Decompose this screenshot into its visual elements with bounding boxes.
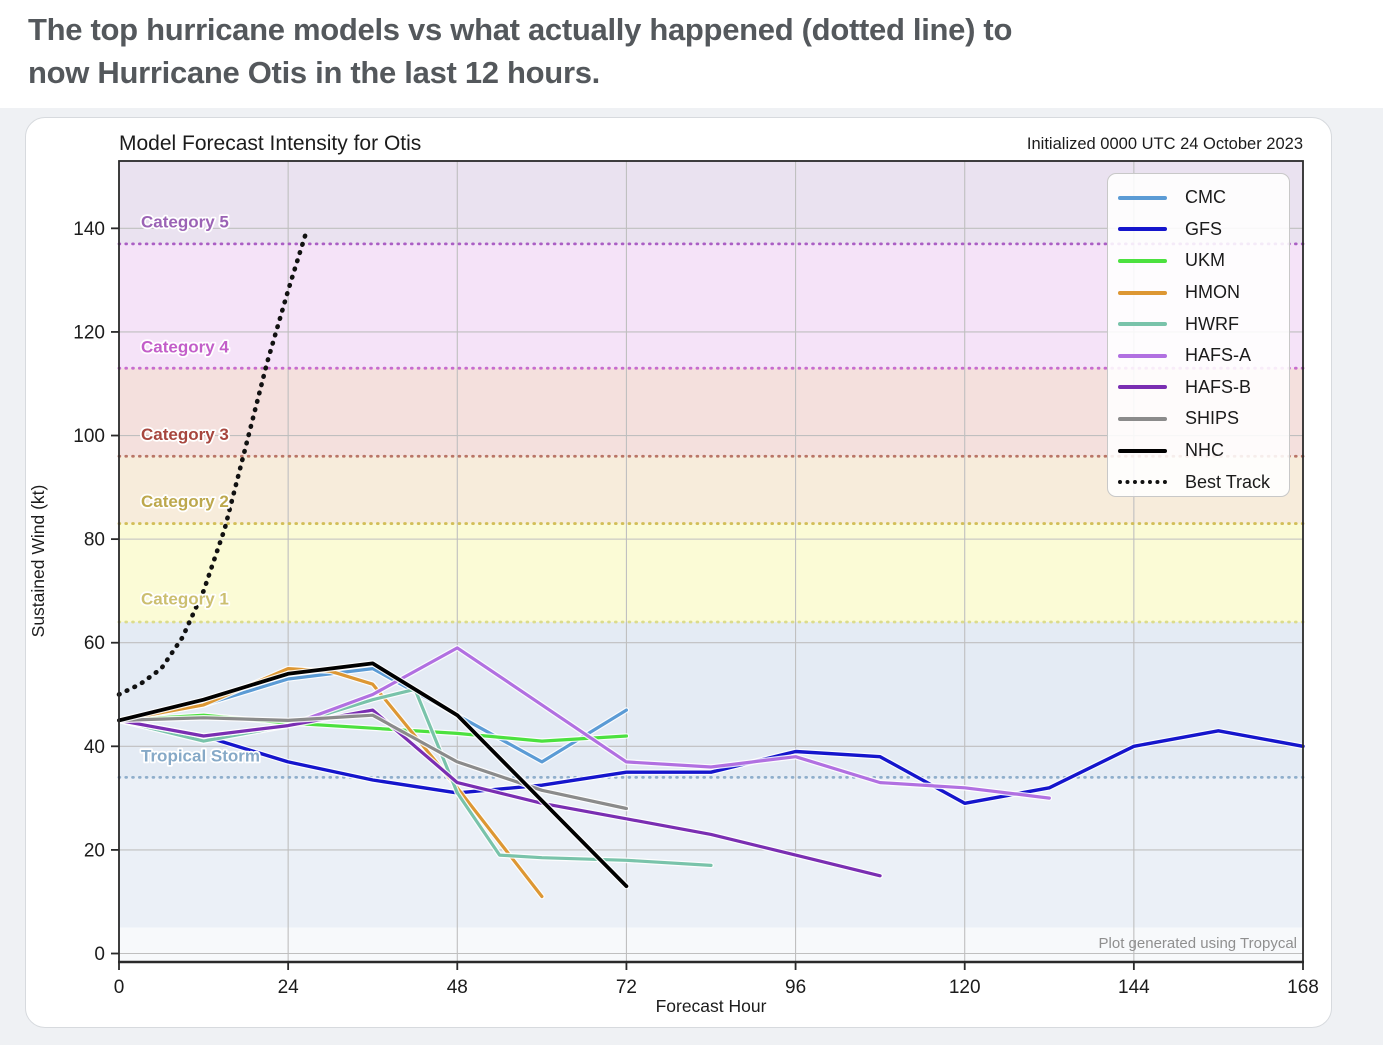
line-best-track <box>116 231 309 697</box>
band-label-category-1: Category 1 <box>141 590 229 609</box>
y-tick-label: 40 <box>84 737 105 758</box>
legend-item-best-track: Best Track <box>1108 466 1289 498</box>
band-label-category-3: Category 3 <box>141 425 229 444</box>
band-tropical-storm <box>119 621 1303 778</box>
legend-item-ships: SHIPS <box>1108 403 1289 435</box>
tick-labels: 0 24 48 72 96 120 144 168 0 20 40 60 80 100 120 140 <box>73 219 1319 998</box>
legend-label: HAFS-B <box>1185 376 1252 397</box>
legend-label: HAFS-A <box>1185 345 1252 366</box>
line-ships <box>117 713 628 811</box>
legend-label: CMC <box>1185 187 1226 208</box>
legend-label: SHIPS <box>1185 408 1240 429</box>
headline-line-2: now Hurricane Otis in the last 12 hours. <box>28 55 600 91</box>
x-tick-label: 24 <box>278 977 300 998</box>
headline-line-1: The top hurricane models vs what actuall… <box>28 12 1013 47</box>
legend-item-hmon: HMON <box>1108 277 1289 309</box>
legend-label: GFS <box>1185 218 1223 239</box>
legend-swatch-best-track <box>1118 480 1167 485</box>
chart-credit: Plot generated using Tropycal <box>1099 935 1297 952</box>
legend-item-gfs: GFS <box>1108 214 1289 246</box>
band-label-category-5: Category 5 <box>141 213 229 232</box>
legend-label: NHC <box>1185 440 1224 461</box>
y-tick-label: 0 <box>94 944 105 965</box>
legend-swatch-hafs-b <box>1118 385 1167 390</box>
line-nhc <box>117 661 629 889</box>
y-tick-label: 20 <box>84 840 105 861</box>
legend-swatch-hwrf <box>1118 322 1167 327</box>
legend-label: HMON <box>1185 282 1240 303</box>
band-plain <box>119 927 1303 962</box>
band-category-5 <box>119 161 1303 244</box>
legend-item-cmc: CMC <box>1108 182 1289 214</box>
x-tick-label: 48 <box>447 977 468 998</box>
model-lines <box>115 231 1306 900</box>
legend-item-hafs-b: HAFS-B <box>1108 372 1289 404</box>
legend-item-hwrf: HWRF <box>1108 308 1289 340</box>
legend-swatch-hafs-a <box>1118 353 1167 358</box>
legend-item-ukm: UKM <box>1108 245 1289 277</box>
y-tick-label: 60 <box>84 633 105 654</box>
legend-swatch-gfs <box>1118 227 1167 232</box>
chart-legend: CMC GFS UKM HMON HWRF HAFS-A HAFS-B SHIPS NHC Bes… <box>1107 173 1290 497</box>
legend-label: Best Track <box>1185 471 1271 492</box>
chart-init-label: Initialized 0000 UTC 24 October 2023 <box>1027 135 1303 153</box>
legend-swatch-ukm <box>1118 258 1167 263</box>
legend-label: HWRF <box>1185 313 1239 334</box>
legend-item-hafs-a: HAFS-A <box>1108 340 1289 372</box>
axes-frame <box>111 160 1304 970</box>
band-category-2 <box>119 456 1303 524</box>
category-bands <box>119 161 1303 962</box>
x-tick-label: 144 <box>1118 977 1150 998</box>
band-label-category-2: Category 2 <box>141 492 229 511</box>
x-tick-label: 72 <box>616 977 637 998</box>
band-category-3 <box>119 368 1303 457</box>
x-tick-label: 0 <box>114 977 125 998</box>
x-tick-label: 168 <box>1287 977 1319 998</box>
legend-label: UKM <box>1185 250 1225 271</box>
band-plain <box>119 777 1303 928</box>
legend-swatch-nhc <box>1118 448 1167 453</box>
band-category-1 <box>119 523 1303 622</box>
y-tick-label: 100 <box>73 426 105 447</box>
band-category-4 <box>119 243 1303 369</box>
legend-swatch-cmc <box>1118 195 1167 200</box>
chart-title: Model Forecast Intensity for Otis <box>119 132 421 155</box>
y-tick-label: 80 <box>84 530 105 551</box>
category-threshold-lines <box>117 242 1305 779</box>
x-axis-label: Forecast Hour <box>656 996 767 1016</box>
x-tick-label: 120 <box>949 977 981 998</box>
line-gfs <box>117 718 1305 805</box>
band-label-category-4: Category 4 <box>141 337 229 356</box>
y-tick-label: 120 <box>73 322 105 343</box>
legend-item-nhc: NHC <box>1108 435 1289 467</box>
y-tick-label: 140 <box>73 219 105 240</box>
legend-swatch-ships <box>1118 416 1167 421</box>
band-label-tropical-storm: Tropical Storm <box>141 747 260 766</box>
page-headline: The top hurricane models vs what actuall… <box>28 8 1358 95</box>
x-tick-label: 96 <box>785 977 806 998</box>
line-hafs-b <box>117 708 882 878</box>
category-band-labels: Category 5 Category 4 Category 3 Category 2… <box>139 211 262 768</box>
y-axis-label: Sustained Wind (kt) <box>28 485 48 638</box>
legend-swatch-hmon <box>1118 290 1167 295</box>
